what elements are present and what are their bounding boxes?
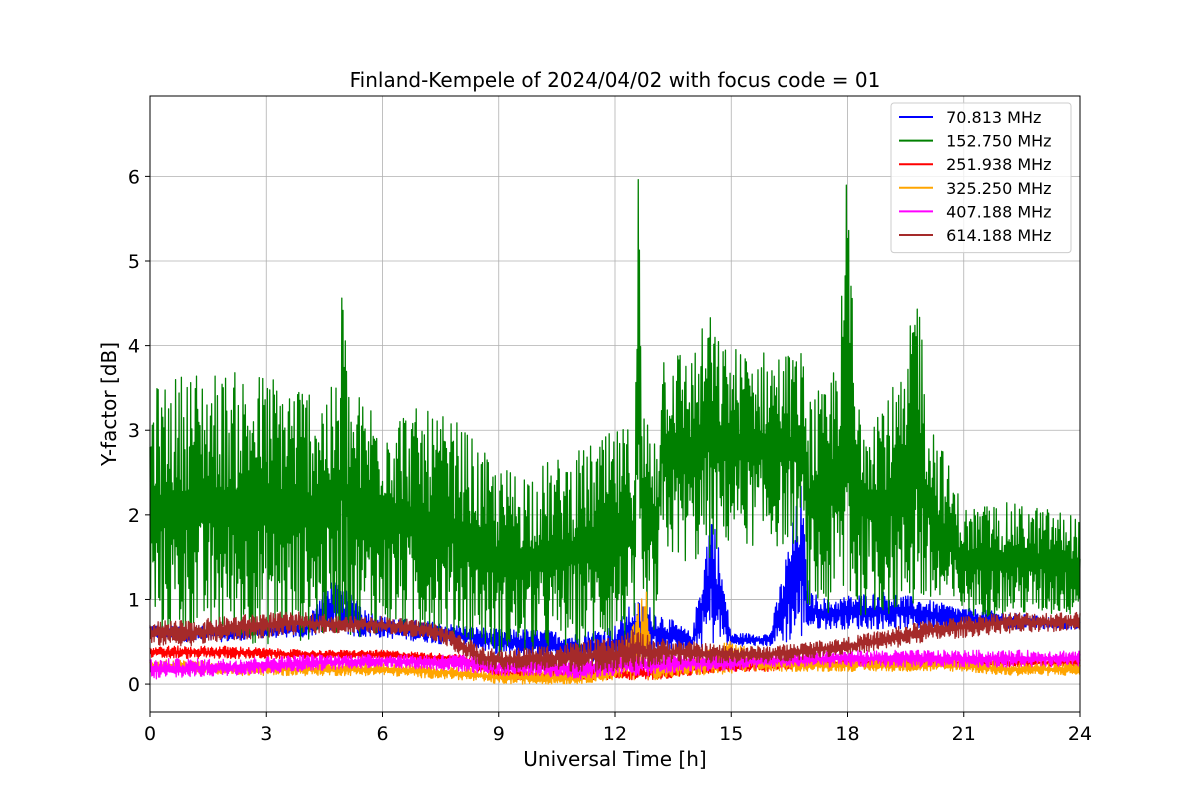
legend-entry-label: 614.188 MHz [941, 226, 1052, 245]
legend-entry-label: 325.250 MHz [941, 179, 1052, 198]
x-tick-label: 0 [144, 723, 156, 745]
y-tick-label: 0 [128, 674, 140, 696]
legend-entry-label: 407.188 MHz [941, 202, 1052, 221]
y-tick-label: 4 [128, 336, 140, 358]
legend-box [890, 102, 1072, 254]
x-tick-label: 15 [719, 723, 743, 745]
legend-entry-label: 251.938 MHz [941, 155, 1052, 174]
y-tick-label: 1 [128, 589, 140, 611]
x-axis-title: Universal Time [h] [523, 747, 706, 771]
y-tick-label: 5 [128, 251, 140, 273]
x-tick-label: 12 [603, 723, 627, 745]
series-layer [149, 178, 1081, 685]
series-line-2 [149, 178, 1081, 658]
y-tick-label: 6 [128, 166, 140, 188]
series-line-1 [149, 485, 1081, 664]
legend: 70.813 MHz 152.750 MHz 251.938 MHz 325.2… [890, 102, 1072, 254]
chart-title: Finland-Kempele of 2024/04/02 with focus… [350, 68, 881, 92]
legend-entry-label: 152.750 MHz [941, 132, 1052, 151]
x-tick-label: 9 [493, 723, 505, 745]
legend-entry-label: 70.813 MHz [941, 108, 1041, 127]
x-tick-label: 21 [952, 723, 976, 745]
y-axis-title: Y-factor [dB] [97, 342, 121, 467]
x-tick-label: 6 [376, 723, 388, 745]
y-tick-label: 3 [128, 420, 140, 442]
y-tick-label: 2 [128, 505, 140, 527]
x-tick-label: 18 [835, 723, 859, 745]
x-tick-label: 3 [260, 723, 272, 745]
x-tick-label: 24 [1068, 723, 1092, 745]
series-line-6 [149, 611, 1081, 672]
